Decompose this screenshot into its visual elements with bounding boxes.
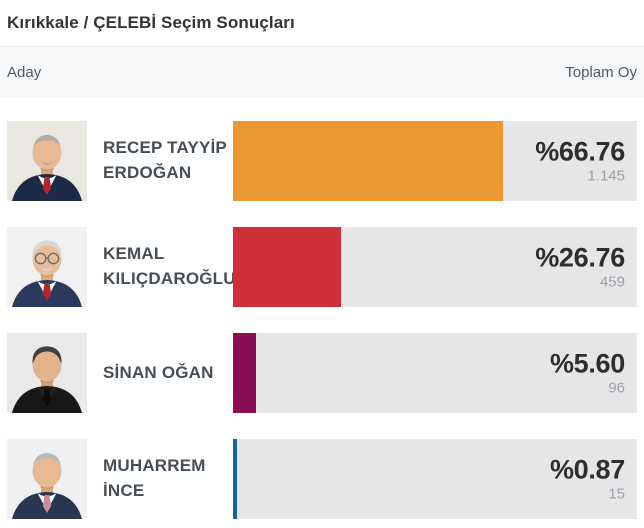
candidate-photo bbox=[7, 333, 87, 413]
candidate-row-erdogan: RECEP TAYYİP ERDOĞAN %66.76 1.145 bbox=[7, 121, 637, 201]
vote-bar-fill bbox=[233, 333, 256, 413]
candidate-name: MUHARREM İNCE bbox=[103, 456, 206, 500]
table-header: Aday Toplam Oy bbox=[0, 46, 644, 97]
column-header-candidate: Aday bbox=[7, 63, 42, 81]
results-list: RECEP TAYYİP ERDOĞAN %66.76 1.145 KEMAL … bbox=[0, 97, 644, 519]
percent-value: %0.87 bbox=[549, 454, 625, 485]
vote-count: 459 bbox=[599, 273, 625, 291]
percent-value: %26.76 bbox=[535, 242, 625, 273]
candidate-name: RECEP TAYYİP ERDOĞAN bbox=[103, 138, 227, 182]
vote-bar-fill bbox=[233, 121, 503, 201]
vote-count: 15 bbox=[608, 485, 625, 503]
result-values: %26.76 459 bbox=[535, 242, 625, 291]
candidate-name: KEMAL KILIÇDAROĞLU bbox=[103, 244, 236, 288]
percent-value: %5.60 bbox=[549, 348, 625, 379]
candidate-photo bbox=[7, 439, 87, 519]
vote-bar-fill bbox=[233, 439, 237, 519]
vote-bar-track: %0.87 15 bbox=[233, 439, 637, 519]
percent-value: %66.76 bbox=[535, 136, 625, 167]
vote-bar-track: %5.60 96 bbox=[233, 333, 637, 413]
vote-count: 96 bbox=[608, 379, 625, 397]
candidate-photo bbox=[7, 121, 87, 201]
candidate-row-kilicdaroglu: KEMAL KILIÇDAROĞLU %26.76 459 bbox=[7, 227, 637, 307]
candidate-name: SİNAN OĞAN bbox=[103, 362, 214, 382]
candidate-photo bbox=[7, 227, 87, 307]
vote-bar-track: %66.76 1.145 bbox=[233, 121, 637, 201]
vote-bar-track: %26.76 459 bbox=[233, 227, 637, 307]
result-values: %5.60 96 bbox=[549, 348, 625, 397]
result-values: %0.87 15 bbox=[549, 454, 625, 503]
candidate-row-ogan: SİNAN OĞAN %5.60 96 bbox=[7, 333, 637, 413]
page-title: Kırıkkale / ÇELEBİ Seçim Sonuçları bbox=[7, 13, 295, 32]
column-header-total-votes: Toplam Oy bbox=[565, 63, 637, 81]
vote-count: 1.145 bbox=[587, 167, 625, 185]
result-values: %66.76 1.145 bbox=[535, 136, 625, 185]
vote-bar-fill bbox=[233, 227, 342, 307]
candidate-row-ince: MUHARREM İNCE %0.87 15 bbox=[7, 439, 637, 519]
